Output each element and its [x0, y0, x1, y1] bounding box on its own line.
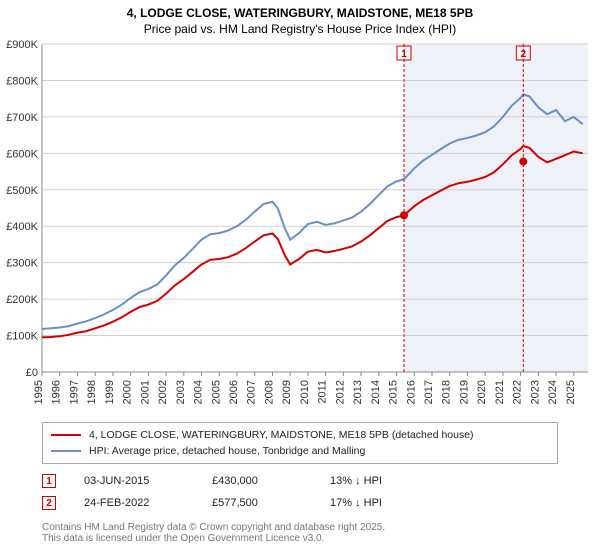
svg-text:2010: 2010 [299, 380, 311, 404]
legend: 4, LODGE CLOSE, WATERINGBURY, MAIDSTONE,… [42, 422, 558, 464]
footer-line2: This data is licensed under the Open Gov… [42, 533, 558, 544]
svg-text:£500K: £500K [6, 185, 38, 197]
svg-text:2000: 2000 [122, 380, 134, 404]
svg-text:2021: 2021 [494, 380, 506, 404]
svg-text:1996: 1996 [51, 380, 63, 404]
svg-text:2018: 2018 [441, 380, 453, 404]
svg-text:2011: 2011 [317, 380, 329, 404]
legend-label-property: 4, LODGE CLOSE, WATERINGBURY, MAIDSTONE,… [89, 429, 474, 441]
svg-text:2024: 2024 [547, 380, 559, 404]
row-marker-num: 1 [46, 476, 52, 487]
svg-text:2015: 2015 [388, 380, 400, 404]
svg-text:2012: 2012 [334, 380, 346, 404]
svg-text:2013: 2013 [352, 380, 364, 404]
legend-label-hpi: HPI: Average price, detached house, Tonb… [89, 445, 365, 457]
footer-line1: Contains HM Land Registry data © Crown c… [42, 522, 558, 533]
svg-text:2: 2 [521, 49, 527, 60]
col-pct: 17% ↓ HPI [330, 497, 440, 509]
svg-text:2020: 2020 [476, 380, 488, 404]
svg-text:£800K: £800K [6, 75, 38, 87]
svg-text:2001: 2001 [139, 380, 151, 404]
svg-text:2007: 2007 [246, 380, 258, 404]
svg-text:£300K: £300K [6, 258, 38, 270]
svg-text:2022: 2022 [512, 380, 524, 404]
table-row: 2 24-FEB-2022 £577,500 17% ↓ HPI [42, 492, 558, 514]
svg-text:2023: 2023 [529, 380, 541, 404]
svg-text:2003: 2003 [175, 380, 187, 404]
legend-row-property: 4, LODGE CLOSE, WATERINGBURY, MAIDSTONE,… [51, 427, 549, 443]
legend-swatch-hpi [51, 450, 81, 452]
svg-text:2025: 2025 [565, 380, 577, 404]
col-pct: 13% ↓ HPI [330, 475, 440, 487]
svg-text:£0: £0 [26, 367, 38, 379]
price-chart: £0 £100K £200K £300K £400K £500K £600K £700K £80… [0, 36, 600, 416]
svg-text:2008: 2008 [263, 380, 275, 404]
svg-text:£600K: £600K [6, 148, 38, 160]
svg-text:2017: 2017 [423, 380, 435, 404]
svg-text:£900K: £900K [6, 39, 38, 51]
svg-text:1995: 1995 [33, 380, 45, 404]
svg-text:2016: 2016 [405, 380, 417, 404]
svg-text:2004: 2004 [193, 380, 205, 404]
footer: Contains HM Land Registry data © Crown c… [42, 522, 558, 544]
svg-text:1: 1 [401, 49, 407, 60]
title-block: 4, LODGE CLOSE, WATERINGBURY, MAIDSTONE,… [0, 0, 600, 36]
svg-text:£100K: £100K [6, 331, 38, 343]
title-sub: Price paid vs. HM Land Registry's House … [0, 22, 600, 36]
col-price: £430,000 [212, 475, 322, 487]
svg-text:2019: 2019 [458, 380, 470, 404]
table-row: 1 03-JUN-2015 £430,000 13% ↓ HPI [42, 470, 558, 492]
svg-text:2006: 2006 [228, 380, 240, 404]
svg-text:£700K: £700K [6, 112, 38, 124]
col-date: 24-FEB-2022 [84, 497, 204, 509]
row-marker: 1 [42, 474, 56, 488]
col-price: £577,500 [212, 497, 322, 509]
sales-table: 1 03-JUN-2015 £430,000 13% ↓ HPI 2 24-FE… [42, 470, 558, 514]
svg-text:1997: 1997 [68, 380, 80, 404]
title-address: 4, LODGE CLOSE, WATERINGBURY, MAIDSTONE,… [0, 6, 600, 20]
row-marker: 2 [42, 496, 56, 510]
row-marker-num: 2 [46, 498, 52, 509]
col-date: 03-JUN-2015 [84, 475, 204, 487]
svg-text:1999: 1999 [104, 380, 116, 404]
legend-swatch-property [51, 434, 81, 436]
svg-text:1998: 1998 [86, 380, 98, 404]
chart-area: £0 £100K £200K £300K £400K £500K £600K £700K £80… [0, 36, 600, 416]
legend-row-hpi: HPI: Average price, detached house, Tonb… [51, 443, 549, 459]
svg-text:£400K: £400K [6, 221, 38, 233]
svg-text:2005: 2005 [210, 380, 222, 404]
svg-text:£200K: £200K [6, 294, 38, 306]
svg-text:2009: 2009 [281, 380, 293, 404]
svg-text:2002: 2002 [157, 380, 169, 404]
svg-text:2014: 2014 [370, 380, 382, 404]
